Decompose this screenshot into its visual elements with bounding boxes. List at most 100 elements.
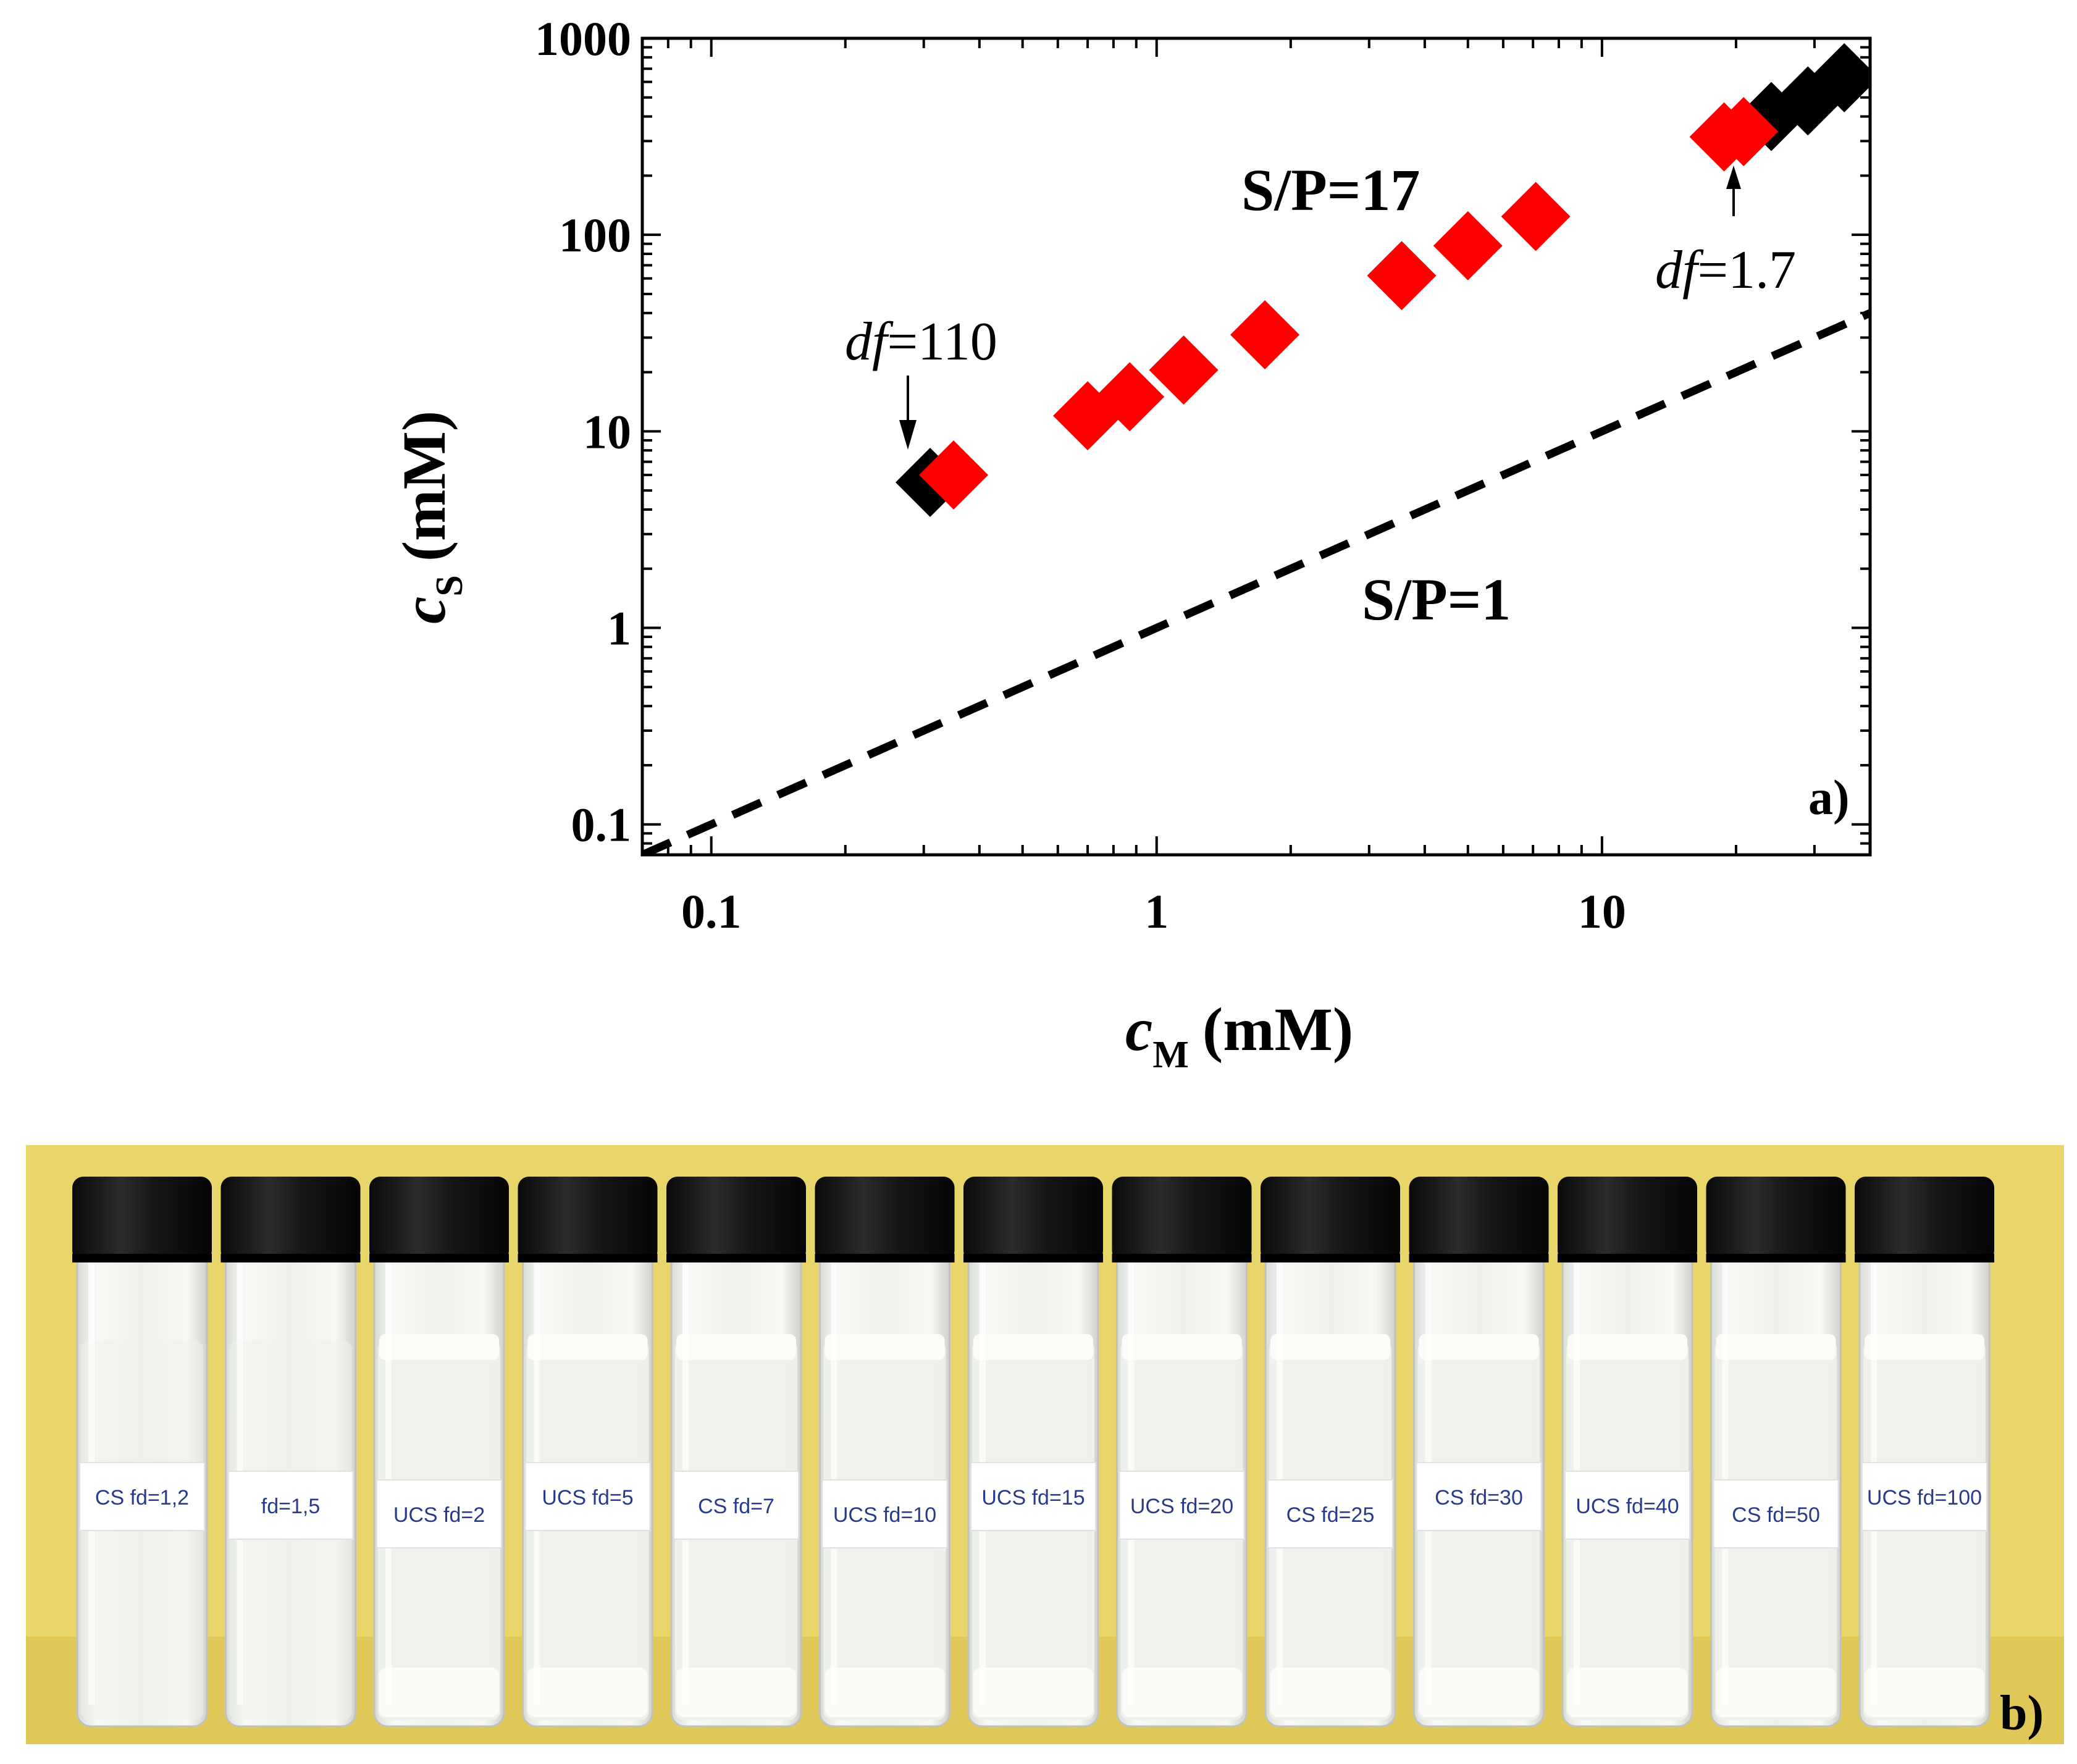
marker-red — [1367, 241, 1437, 311]
panel-label-a: a) — [1808, 771, 1850, 825]
tick-labels: 0.1 1 10 0.1 1 10 100 1000 — [535, 12, 1626, 938]
vial-cap-rim — [1409, 1254, 1549, 1262]
vial-foam — [379, 1334, 499, 1360]
vial: CS fd=30 — [1409, 1177, 1549, 1728]
y-tick-label: 10 — [583, 405, 631, 458]
annotation-df-1-7: df=1.7 — [1655, 240, 1796, 300]
x-tick-label: 10 — [1578, 884, 1626, 938]
vial-cap — [1261, 1177, 1400, 1262]
vial-label — [970, 1462, 1096, 1531]
vial-sediment — [1270, 1668, 1390, 1717]
vial: UCS fd=100 — [1855, 1177, 1994, 1728]
vial-foam — [825, 1334, 945, 1360]
vial-label — [673, 1471, 799, 1540]
vial-sediment — [1567, 1668, 1687, 1717]
vial-label-text: UCS fd=2 — [393, 1503, 485, 1527]
marker-red — [1149, 335, 1219, 405]
vial-foam — [1270, 1334, 1390, 1360]
vial-cap — [1112, 1177, 1252, 1262]
vial-label — [1416, 1462, 1542, 1531]
vial-label — [821, 1479, 948, 1548]
vial-cap-rim — [518, 1254, 658, 1262]
vial-cap-rim — [815, 1254, 955, 1262]
vial-foam — [1419, 1334, 1539, 1360]
vial-cap — [666, 1177, 806, 1262]
vial-foam — [527, 1334, 648, 1360]
vial-label-text: fd=1,5 — [261, 1495, 320, 1518]
vial-cap — [369, 1177, 509, 1262]
vial: UCS fd=15 — [963, 1177, 1103, 1728]
vial-label — [1564, 1471, 1690, 1540]
vial-label — [1713, 1479, 1839, 1548]
marker-red — [1230, 300, 1300, 370]
vial-cap-rim — [72, 1254, 212, 1262]
x-tick-label: 1 — [1144, 884, 1169, 938]
vial: CS fd=50 — [1706, 1177, 1846, 1728]
vial-label — [376, 1479, 502, 1548]
data-markers — [896, 43, 1870, 517]
vial-sediment — [1716, 1668, 1836, 1717]
marker-black — [1810, 43, 1870, 112]
marker-red — [1501, 182, 1571, 251]
vial-cap-rim — [963, 1254, 1103, 1262]
vial: fd=1,5 — [220, 1177, 361, 1728]
vial-cap — [1558, 1177, 1697, 1262]
plot-frame — [640, 36, 1872, 857]
vial-label-text: CS fd=1,2 — [95, 1486, 189, 1510]
y-tick-label: 0.1 — [571, 798, 632, 852]
vial-foam — [1567, 1334, 1687, 1360]
vial: UCS fd=2 — [369, 1177, 509, 1728]
vial-label-text: CS fd=25 — [1286, 1503, 1375, 1527]
vial-label — [524, 1462, 651, 1531]
vial-label-text: CS fd=7 — [698, 1495, 774, 1518]
vial-sediment — [1419, 1668, 1539, 1717]
vial-cap — [220, 1177, 361, 1262]
y-tick-label: 1 — [607, 602, 631, 655]
vial-foam — [973, 1334, 1093, 1360]
vial-foam — [1716, 1334, 1836, 1360]
vial-sediment — [973, 1668, 1093, 1717]
vial-sediment — [1865, 1668, 1984, 1717]
vial: UCS fd=5 — [518, 1177, 658, 1728]
vial-cap — [72, 1177, 212, 1262]
vial: UCS fd=10 — [815, 1177, 955, 1728]
vial-cap — [1706, 1177, 1846, 1262]
annotation-sp1: S/P=1 — [1362, 566, 1511, 632]
vial-foam — [676, 1334, 796, 1360]
reference-line-sp1 — [642, 309, 1870, 855]
vial-sediment — [825, 1668, 945, 1717]
y-axis-label: cS(mM) — [390, 411, 471, 624]
vial-label — [1267, 1479, 1393, 1548]
vial: CS fd=25 — [1261, 1177, 1400, 1728]
vial-row: CS fd=1,2 fd=1,5 UCS fd=2 UCS fd=5 CS fd=7 UC… — [72, 1177, 1994, 1728]
vial-foam — [1122, 1334, 1242, 1360]
vial-cap-rim — [1261, 1254, 1400, 1262]
vial: UCS fd=40 — [1558, 1177, 1697, 1728]
vial-cap-rim — [220, 1254, 361, 1262]
marker-red — [919, 440, 989, 510]
vial-sediment — [527, 1668, 648, 1717]
vial-cap-rim — [1558, 1254, 1697, 1262]
vial-cap — [815, 1177, 955, 1262]
vial-cap-rim — [666, 1254, 806, 1262]
vial-label-text: UCS fd=40 — [1576, 1495, 1679, 1518]
vial-label-text: CS fd=30 — [1435, 1486, 1523, 1510]
vial: UCS fd=20 — [1112, 1177, 1252, 1728]
vial-sediment — [379, 1668, 499, 1717]
x-tick-label: 0.1 — [681, 884, 742, 938]
vial-label — [1118, 1471, 1245, 1540]
vial-label — [79, 1462, 205, 1531]
vial-foam — [1865, 1334, 1984, 1360]
marker-red — [1095, 362, 1165, 432]
vial-cap-rim — [1706, 1254, 1846, 1262]
vial-label-text: UCS fd=15 — [981, 1486, 1085, 1510]
vial-cap-rim — [369, 1254, 509, 1262]
vial-label-text: UCS fd=20 — [1130, 1495, 1233, 1518]
y-tick-label: 1000 — [535, 12, 631, 65]
vial-label-text: UCS fd=5 — [542, 1486, 633, 1510]
vial-cap — [963, 1177, 1103, 1262]
annotation-sp17: S/P=17 — [1241, 157, 1420, 223]
vial-photo: CS fd=1,2 fd=1,5 UCS fd=2 UCS fd=5 CS fd=7 UC… — [26, 1145, 2064, 1744]
